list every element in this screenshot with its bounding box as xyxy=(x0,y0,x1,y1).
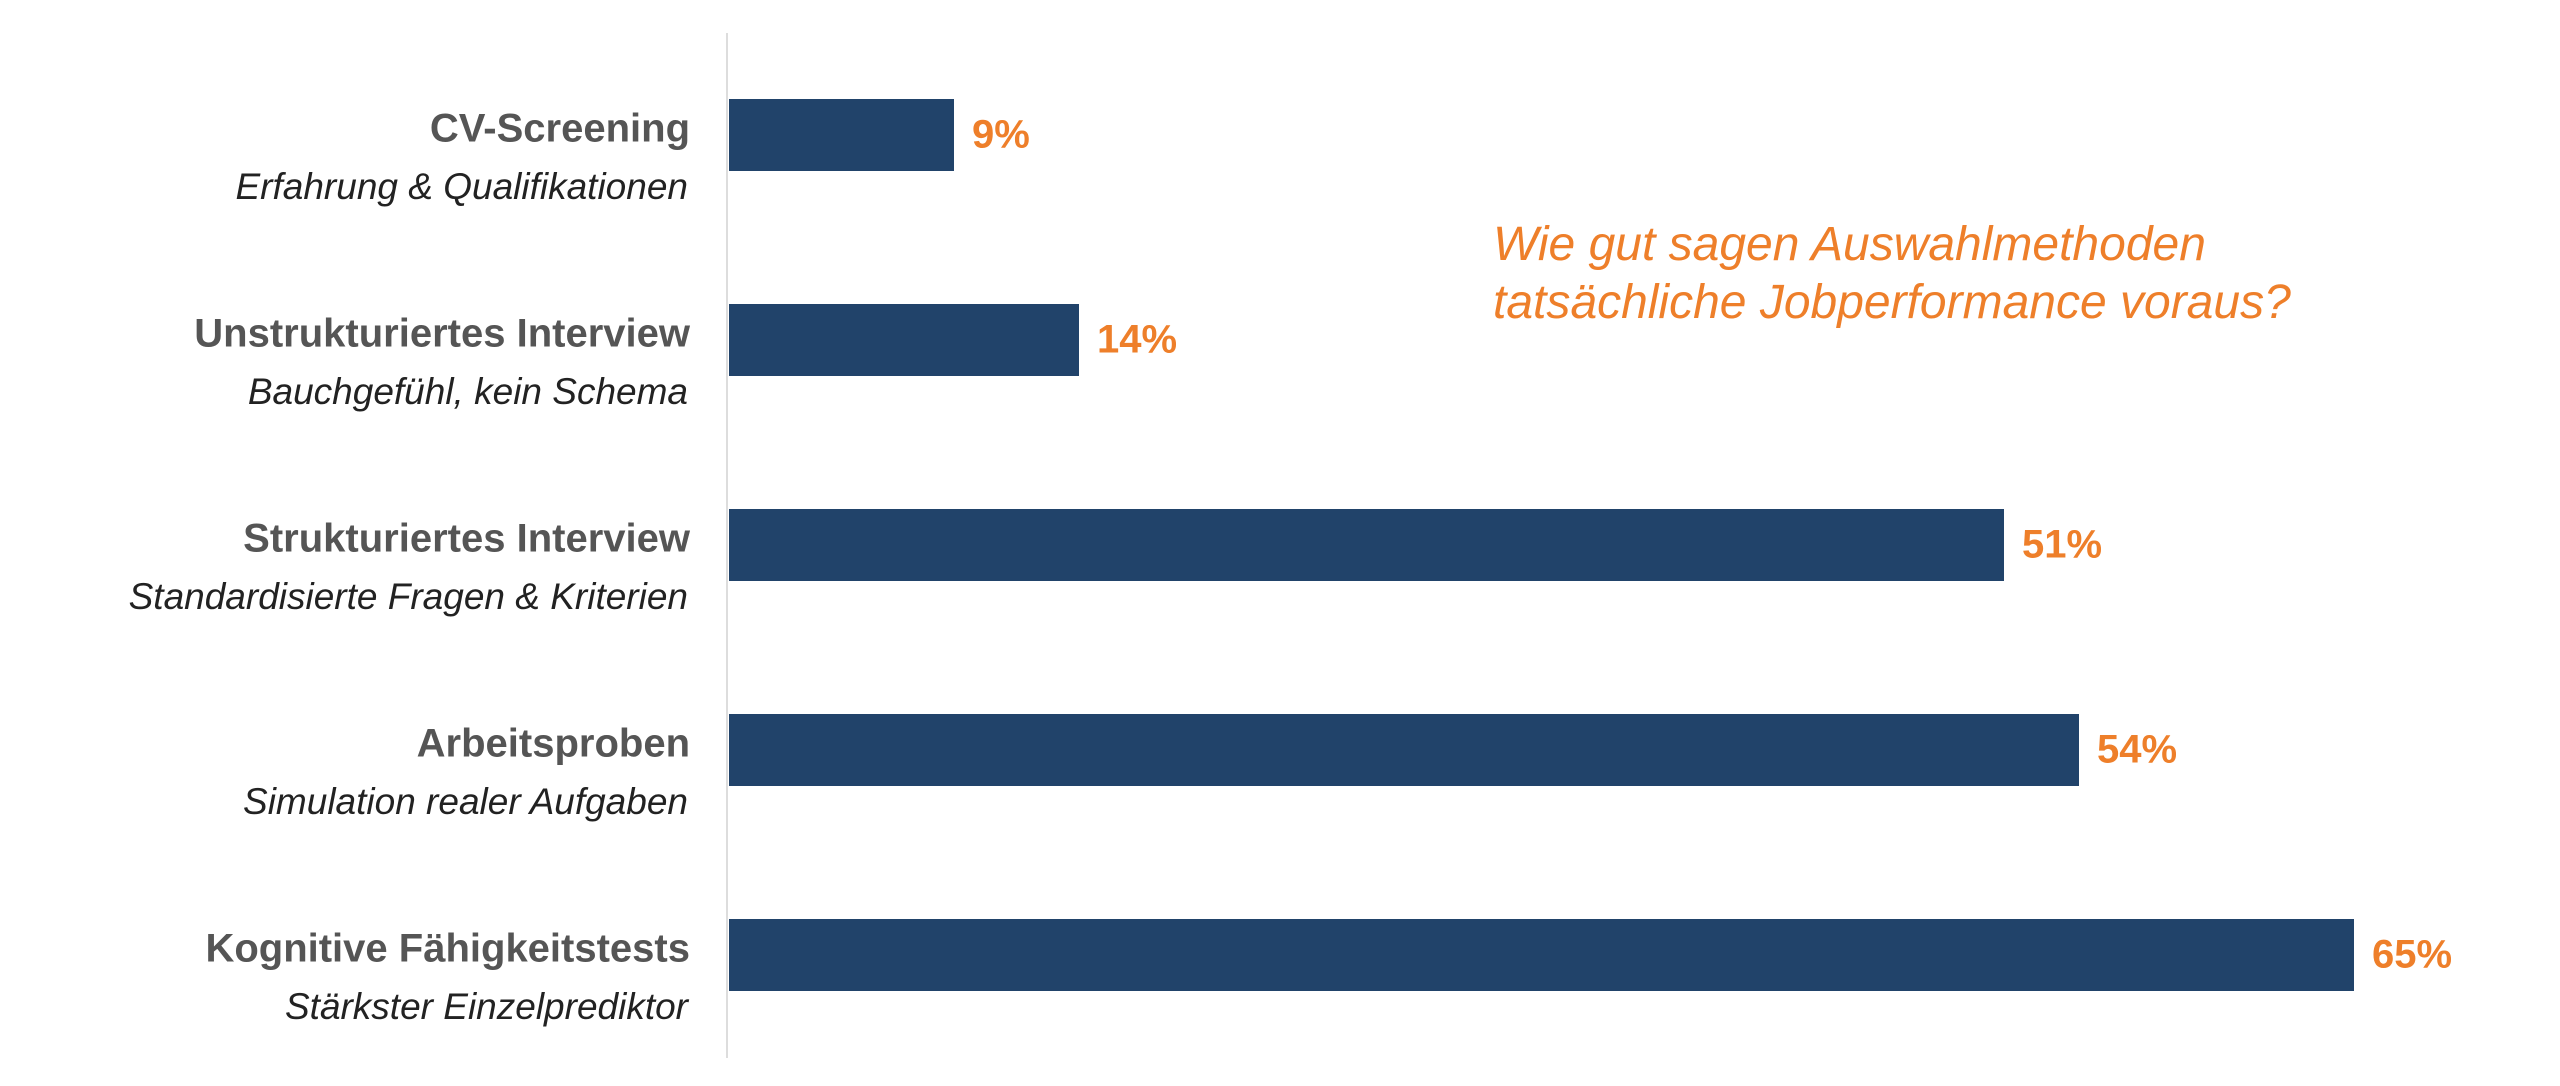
bar xyxy=(729,509,2004,581)
category-label: Kognitive Fähigkeitstests xyxy=(205,927,690,971)
bar xyxy=(729,99,954,171)
chart-title: Wie gut sagen Auswahlmethoden tatsächlic… xyxy=(1493,218,2291,329)
category-label: Unstrukturiertes Interview xyxy=(194,312,691,356)
bar xyxy=(729,919,2354,991)
category-description: Erfahrung & Qualifikationen xyxy=(236,166,689,207)
category-description: Bauchgefühl, kein Schema xyxy=(248,371,688,412)
category-label: CV-Screening xyxy=(430,107,690,151)
category-label: Strukturiertes Interview xyxy=(243,517,691,561)
category-label: Arbeitsproben xyxy=(417,722,690,766)
category-description: Simulation realer Aufgaben xyxy=(243,781,688,822)
category-description: Standardisierte Fragen & Kriterien xyxy=(129,576,688,617)
bar xyxy=(729,304,1079,376)
value-label: 51% xyxy=(2022,523,2102,567)
value-label: 65% xyxy=(2372,933,2452,977)
value-label: 9% xyxy=(972,113,1030,157)
value-label: 14% xyxy=(1097,318,1177,362)
category-description: Stärkster Einzelprediktor xyxy=(285,986,690,1027)
value-label: 54% xyxy=(2097,728,2177,772)
bar xyxy=(729,714,2079,786)
